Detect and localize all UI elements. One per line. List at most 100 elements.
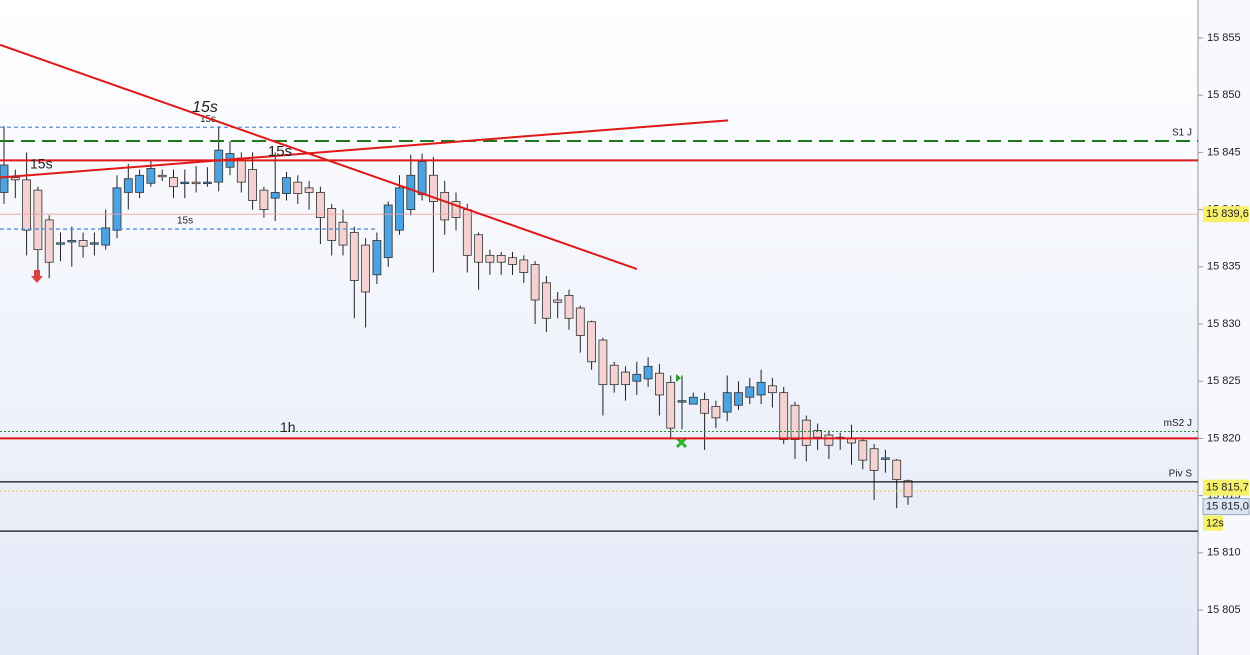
y-tick-label: 15 830 (1207, 318, 1241, 330)
trendline-label: 15s (192, 99, 218, 116)
candle-body (462, 209, 472, 256)
candle-body (236, 157, 246, 183)
price-tag (1202, 498, 1250, 516)
y-tick-label: 15 850 (1207, 89, 1241, 101)
y-tick-label: 15 810 (1207, 547, 1241, 559)
candle-body (881, 457, 890, 460)
candle-body (202, 181, 212, 185)
candle-body (361, 244, 371, 293)
candle-body (44, 219, 54, 263)
candle-body (813, 430, 822, 438)
candle-body (180, 181, 190, 185)
candle-body (123, 178, 133, 193)
candle-body (22, 179, 32, 231)
candle-body (135, 174, 145, 193)
candle-body (722, 392, 732, 413)
axis-panel (1198, 0, 1250, 655)
level-label: 1h (280, 419, 296, 435)
candle-body (745, 386, 755, 398)
candle-body (417, 161, 427, 196)
candle-body (157, 174, 167, 178)
candle-body (248, 169, 258, 201)
trendline (0, 119, 729, 179)
candle-body (756, 381, 766, 396)
signal-marker (676, 374, 681, 382)
candle-body (621, 371, 630, 386)
annotation: 15s (30, 156, 53, 172)
candle-body (428, 174, 438, 202)
candle-body (553, 299, 563, 303)
candle-body (903, 480, 913, 498)
candle-body (451, 201, 461, 219)
candle-body (146, 168, 156, 184)
candle-body (10, 177, 20, 181)
candle-body (858, 440, 868, 461)
level-label: mS2 J (1164, 418, 1192, 429)
candle-body (0, 164, 9, 193)
candle-body (78, 240, 88, 247)
candle-body (768, 385, 777, 394)
candle-body (688, 396, 698, 405)
candle-body (169, 177, 178, 188)
candle-body (632, 373, 642, 382)
candle-body (598, 339, 608, 386)
candle-body (327, 208, 337, 241)
candle-body (711, 405, 721, 419)
level-label: Piv S (1169, 469, 1193, 480)
candle-body (824, 434, 834, 446)
candle-body (496, 254, 506, 263)
candle-body (587, 321, 596, 363)
trendline (0, 43, 638, 271)
sell-arrow (31, 270, 43, 283)
price-tag-label: 15 815,0 (1206, 501, 1249, 513)
candle-body (892, 459, 902, 481)
candle-body (575, 307, 585, 336)
y-tick-label: 15 825 (1207, 375, 1241, 387)
candle-body (395, 187, 404, 231)
cross-marker (675, 436, 688, 449)
level-label: 15s (200, 114, 216, 125)
candle-body (270, 192, 280, 199)
candle-body (474, 234, 484, 263)
candle-body (666, 381, 676, 429)
candle-body (530, 264, 540, 301)
trendline-label: 15s (268, 143, 292, 160)
candle-body (56, 242, 65, 245)
candle-body (191, 181, 201, 185)
candle-body (349, 232, 359, 281)
candle-body (677, 400, 687, 403)
candle-body (259, 189, 269, 211)
candle-body (372, 240, 382, 276)
candle-body (643, 365, 653, 380)
price-tag (1203, 206, 1249, 223)
candle-body (734, 392, 743, 406)
candle-body (655, 372, 664, 396)
candle-body (293, 181, 303, 194)
candle-body (485, 254, 495, 263)
candle-body (609, 364, 619, 386)
price-tag-label: 15 815,7 (1206, 482, 1249, 494)
candle-body (33, 189, 43, 251)
candle-body (101, 227, 111, 246)
candle-body (112, 187, 122, 231)
candle-body (801, 419, 811, 446)
candle-body (383, 204, 393, 259)
candle-body (90, 242, 99, 245)
level-label: 15s (177, 216, 193, 227)
y-tick-label: 15 805 (1207, 604, 1241, 616)
candle-body (779, 392, 789, 440)
candle-body (542, 282, 551, 319)
plot (0, 126, 913, 509)
candle-body (440, 192, 450, 221)
candle-body (564, 295, 574, 319)
timer-label: 12s (1206, 518, 1224, 530)
candle-body (519, 259, 529, 273)
candle-body (790, 404, 800, 440)
y-tick-label: 15 820 (1207, 432, 1241, 444)
y-tick-label: 15 855 (1207, 32, 1241, 44)
price-tag-label: 15 839,6 (1206, 208, 1249, 220)
candle-body (315, 192, 325, 219)
